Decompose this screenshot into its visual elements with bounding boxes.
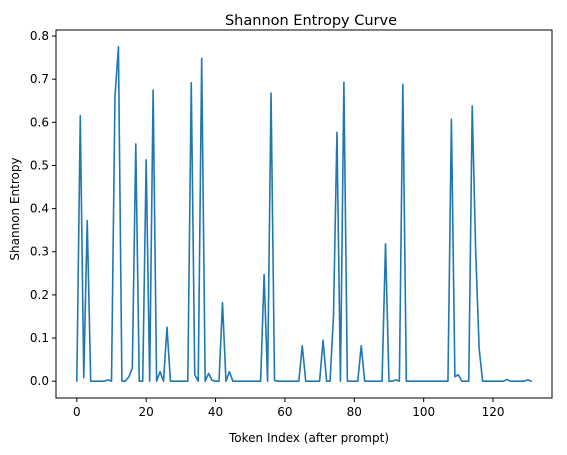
x-tick-label: 20 [139, 405, 154, 419]
y-tick-label: 0.1 [30, 331, 49, 345]
chart-title: Shannon Entropy Curve [225, 13, 397, 29]
y-tick-label: 0.5 [30, 158, 49, 172]
y-tick-label: 0.6 [30, 115, 49, 129]
x-tick-label: 40 [208, 405, 223, 419]
y-tick-label: 0.7 [30, 72, 49, 86]
x-tick-label: 100 [412, 405, 435, 419]
plot-area [76, 46, 532, 382]
ticks: 0 20 40 60 80 100 120 0.0 0.1 0.2 0.3 0.4 0.5 0.6 0.7 0… [30, 29, 505, 419]
y-axis-label: Shannon Entropy [8, 157, 22, 260]
x-tick-label: 80 [347, 405, 362, 419]
y-tick-label: 0.4 [30, 202, 49, 216]
y-tick-label: 0.3 [30, 245, 49, 259]
x-axis-label: Token Index (after prompt) [228, 431, 389, 445]
y-tick-label: 0.8 [30, 29, 49, 43]
x-tick-label: 60 [277, 405, 292, 419]
y-tick-label: 0.0 [30, 374, 49, 388]
series-line-0 [76, 46, 532, 382]
plot-frame [55, 29, 553, 399]
x-tick-label: 0 [73, 405, 81, 419]
y-tick-label: 0.2 [30, 288, 49, 302]
x-tick-label: 120 [482, 405, 505, 419]
